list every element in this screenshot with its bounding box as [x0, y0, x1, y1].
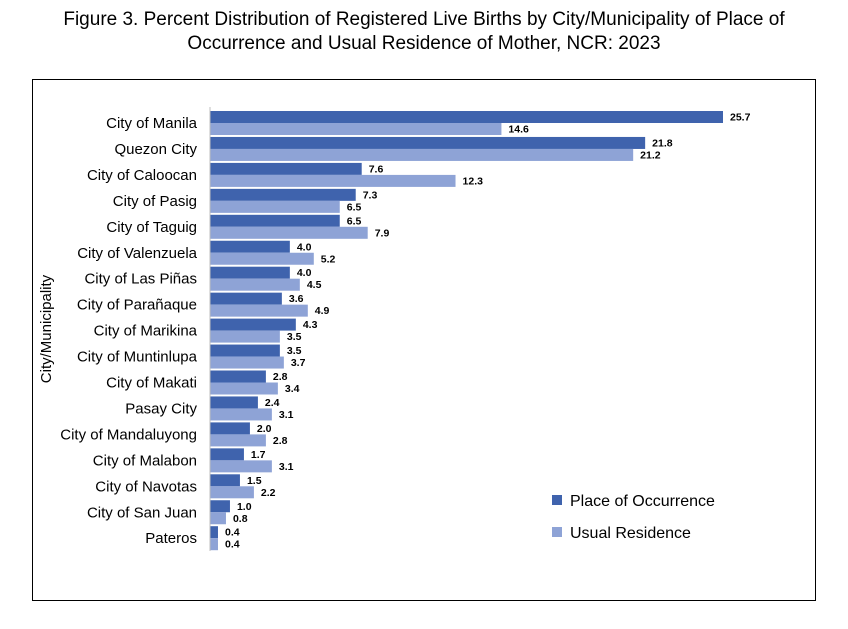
- data-label-usual-residence-city-of-malabon: 3.1: [279, 461, 294, 473]
- chart-frame: [32, 79, 816, 601]
- data-label-place-of-occurrence-city-of-mandaluyong: 2.0: [257, 423, 272, 435]
- bar-place-of-occurrence-city-of-malabon: [210, 448, 244, 461]
- data-label-usual-residence-city-of-valenzuela: 5.2: [321, 253, 336, 265]
- chart-title-line-1: Figure 3. Percent Distribution of Regist…: [63, 9, 785, 30]
- data-label-place-of-occurrence-city-of-malabon: 1.7: [251, 449, 266, 461]
- data-label-usual-residence-city-of-muntinlupa: 3.7: [291, 357, 306, 369]
- bar-usual-residence-pasay-city: [210, 408, 272, 421]
- bar-usual-residence-city-of-para-aque: [210, 304, 308, 317]
- category-label-quezon-city: Quezon City: [114, 141, 197, 158]
- bar-usual-residence-city-of-makati: [210, 382, 278, 395]
- bar-usual-residence-city-of-pasig: [210, 200, 340, 213]
- data-label-usual-residence-city-of-taguig: 7.9: [375, 227, 390, 239]
- bar-place-of-occurrence-pasay-city: [210, 396, 258, 409]
- data-label-place-of-occurrence-city-of-san-juan: 1.0: [237, 501, 252, 513]
- bar-place-of-occurrence-city-of-para-aque: [210, 292, 282, 305]
- category-label-city-of-makati: City of Makati: [106, 375, 197, 392]
- bar-place-of-occurrence-city-of-makati: [210, 370, 266, 383]
- data-label-usual-residence-quezon-city: 21.2: [640, 149, 661, 161]
- data-label-place-of-occurrence-city-of-marikina: 4.3: [303, 319, 318, 331]
- data-label-usual-residence-city-of-makati: 3.4: [285, 383, 300, 395]
- bar-place-of-occurrence-city-of-muntinlupa: [210, 344, 280, 357]
- bar-place-of-occurrence-city-of-marikina: [210, 318, 296, 331]
- category-label-city-of-san-juan: City of San Juan: [87, 504, 197, 521]
- data-label-place-of-occurrence-city-of-caloocan: 7.6: [369, 163, 384, 175]
- data-label-place-of-occurrence-city-of-para-aque: 3.6: [289, 293, 304, 305]
- category-label-city-of-taguig: City of Taguig: [106, 219, 197, 236]
- data-label-place-of-occurrence-city-of-taguig: 6.5: [347, 215, 362, 227]
- data-label-usual-residence-city-of-navotas: 2.2: [261, 487, 276, 499]
- bar-place-of-occurrence-city-of-navotas: [210, 474, 240, 487]
- data-label-place-of-occurrence-pateros: 0.4: [225, 527, 240, 539]
- data-label-usual-residence-city-of-mandaluyong: 2.8: [273, 435, 288, 447]
- category-label-city-of-pasig: City of Pasig: [113, 193, 197, 210]
- bar-place-of-occurrence-pateros: [210, 526, 218, 539]
- category-label-city-of-caloocan: City of Caloocan: [87, 167, 197, 184]
- category-label-city-of-manila: City of Manila: [106, 115, 198, 132]
- category-label-city-of-malabon: City of Malabon: [93, 452, 197, 469]
- data-label-place-of-occurrence-city-of-las-pi-as: 4.0: [297, 267, 312, 279]
- bar-place-of-occurrence-city-of-taguig: [210, 214, 340, 227]
- y-axis-title: City/Municipality: [38, 274, 55, 383]
- data-label-place-of-occurrence-city-of-muntinlupa: 3.5: [287, 345, 302, 357]
- bar-usual-residence-city-of-muntinlupa: [210, 356, 284, 369]
- chart-title: Figure 3. Percent Distribution of Regist…: [0, 8, 848, 56]
- bar-place-of-occurrence-city-of-manila: [210, 111, 723, 123]
- category-label-pateros: Pateros: [145, 530, 197, 547]
- bar-place-of-occurrence-city-of-caloocan: [210, 162, 362, 175]
- data-label-usual-residence-pateros: 0.4: [225, 539, 240, 551]
- bar-usual-residence-quezon-city: [210, 148, 634, 161]
- data-label-usual-residence-city-of-san-juan: 0.8: [233, 513, 248, 525]
- data-label-usual-residence-city-of-pasig: 6.5: [347, 201, 362, 213]
- data-label-place-of-occurrence-city-of-makati: 2.8: [273, 371, 288, 383]
- data-label-usual-residence-city-of-para-aque: 4.9: [315, 305, 330, 317]
- legend-label-usual-residence: Usual Residence: [570, 525, 691, 542]
- category-label-city-of-mandaluyong: City of Mandaluyong: [60, 426, 197, 443]
- legend-swatch-usual-residence: [552, 527, 562, 537]
- bar-usual-residence-city-of-marikina: [210, 330, 280, 343]
- data-label-usual-residence-city-of-manila: 14.6: [508, 124, 529, 136]
- bar-usual-residence-city-of-navotas: [210, 486, 254, 499]
- bar-usual-residence-city-of-taguig: [210, 226, 368, 239]
- chart-title-line-2: Occurrence and Usual Residence of Mother…: [187, 33, 661, 54]
- bar-usual-residence-city-of-mandaluyong: [210, 434, 266, 447]
- bar-place-of-occurrence-quezon-city: [210, 136, 646, 149]
- data-label-usual-residence-city-of-las-pi-as: 4.5: [307, 279, 322, 291]
- bar-place-of-occurrence-city-of-pasig: [210, 188, 356, 201]
- category-label-city-of-para-aque: City of Parañaque: [77, 297, 197, 314]
- data-label-place-of-occurrence-quezon-city: 21.8: [652, 137, 673, 149]
- category-label-pasay-city: Pasay City: [125, 400, 197, 417]
- category-label-city-of-navotas: City of Navotas: [95, 478, 197, 495]
- legend-label-place-of-occurrence: Place of Occurrence: [570, 493, 715, 510]
- bar-usual-residence-city-of-malabon: [210, 460, 272, 473]
- data-label-place-of-occurrence-city-of-manila: 25.7: [730, 112, 751, 124]
- category-label-city-of-valenzuela: City of Valenzuela: [77, 245, 197, 262]
- bar-place-of-occurrence-city-of-san-juan: [210, 500, 230, 513]
- category-label-city-of-marikina: City of Marikina: [94, 323, 198, 340]
- category-label-city-of-muntinlupa: City of Muntinlupa: [77, 349, 198, 366]
- bar-usual-residence-city-of-san-juan: [210, 512, 226, 525]
- data-label-place-of-occurrence-city-of-pasig: 7.3: [363, 189, 378, 201]
- bar-usual-residence-city-of-valenzuela: [210, 252, 314, 265]
- bar-usual-residence-pateros: [210, 538, 218, 551]
- bar-usual-residence-city-of-manila: [210, 123, 502, 135]
- bar-usual-residence-city-of-caloocan: [210, 174, 456, 187]
- bar-place-of-occurrence-city-of-valenzuela: [210, 240, 290, 253]
- legend-swatch-place-of-occurrence: [552, 495, 562, 505]
- data-label-place-of-occurrence-pasay-city: 2.4: [265, 397, 280, 409]
- data-label-usual-residence-city-of-marikina: 3.5: [287, 331, 302, 343]
- category-label-city-of-las-pi-as: City of Las Piñas: [84, 271, 197, 288]
- data-label-usual-residence-pasay-city: 3.1: [279, 409, 294, 421]
- bar-place-of-occurrence-city-of-las-pi-as: [210, 266, 290, 279]
- bar-place-of-occurrence-city-of-mandaluyong: [210, 422, 250, 435]
- data-label-place-of-occurrence-city-of-valenzuela: 4.0: [297, 241, 312, 253]
- bar-usual-residence-city-of-las-pi-as: [210, 278, 300, 291]
- data-label-place-of-occurrence-city-of-navotas: 1.5: [247, 475, 262, 487]
- data-label-usual-residence-city-of-caloocan: 12.3: [463, 175, 484, 187]
